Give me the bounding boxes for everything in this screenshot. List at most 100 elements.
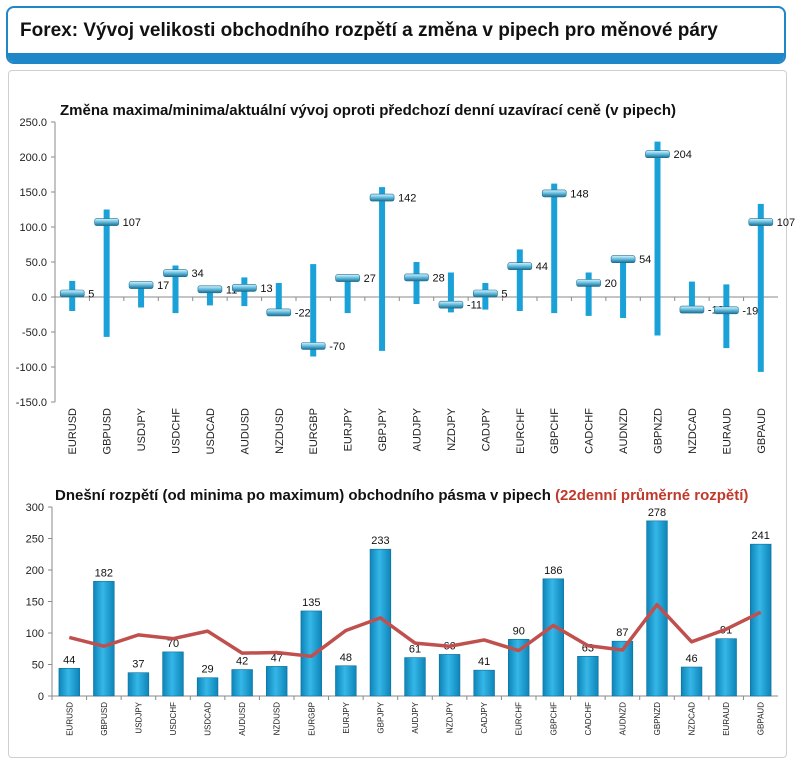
chart1-y-tick-label: -50.0 bbox=[22, 327, 47, 339]
header-accent-bar bbox=[8, 53, 784, 62]
chart1-y-tick-label: 150.0 bbox=[19, 187, 47, 199]
range-bar bbox=[473, 669, 495, 697]
range-bar bbox=[611, 640, 634, 697]
chart1-x-tick-label: USDCAD bbox=[205, 408, 217, 455]
current-marker bbox=[714, 306, 739, 315]
range-bar bbox=[750, 543, 772, 697]
chart1-y-tick-label: -150.0 bbox=[16, 397, 47, 409]
chart1-x-tick-label: NZDJPY bbox=[446, 407, 458, 450]
current-value-label: 13 bbox=[260, 283, 272, 295]
current-marker bbox=[197, 285, 223, 294]
range-bar bbox=[413, 262, 420, 304]
current-marker bbox=[679, 305, 705, 314]
chart2-x-tick-label: EURJPY bbox=[342, 701, 351, 733]
range-bar bbox=[646, 520, 668, 697]
bar-value-label: 48 bbox=[340, 652, 352, 664]
range-bar bbox=[196, 677, 219, 697]
current-value-label: 5 bbox=[88, 289, 94, 301]
current-marker bbox=[94, 218, 119, 226]
range-bar bbox=[275, 283, 282, 315]
current-value-label: 44 bbox=[536, 261, 548, 273]
current-value-label: 28 bbox=[433, 272, 445, 284]
chart2-x-tick-label: EURGBP bbox=[307, 702, 316, 736]
current-value-label: 54 bbox=[639, 254, 651, 266]
current-marker bbox=[507, 262, 533, 271]
chart1-x-tick-label: CADJPY bbox=[480, 407, 492, 451]
chart1-x-tick-label: AUDNZD bbox=[618, 408, 630, 454]
chart2-x-tick-label: GBPJPY bbox=[376, 701, 385, 733]
chart1-x-tick-label: GBPAUD bbox=[756, 408, 768, 454]
chart2-y-tick-label: 200 bbox=[26, 565, 44, 577]
range-bar bbox=[680, 666, 703, 697]
chart1-y-tick-label: 200.0 bbox=[19, 152, 47, 164]
range-bar bbox=[516, 249, 523, 311]
range-bar bbox=[335, 665, 357, 697]
range-bar bbox=[379, 187, 386, 351]
range-bar bbox=[620, 258, 627, 318]
current-marker bbox=[438, 300, 464, 309]
chart2-y-tick-label: 150 bbox=[26, 597, 44, 609]
range-bar bbox=[438, 654, 461, 697]
chart2-x-tick-label: EURAUD bbox=[722, 702, 731, 736]
chart2-x-tick-label: AUDNZD bbox=[618, 702, 627, 736]
bar-value-label: 29 bbox=[201, 664, 213, 676]
chart2-x-tick-label: NZDCAD bbox=[688, 702, 697, 736]
chart2-y-tick-label: 100 bbox=[26, 628, 44, 640]
range-bar bbox=[585, 272, 592, 316]
range-bar bbox=[172, 265, 179, 314]
current-value-label: 20 bbox=[605, 278, 617, 290]
chart1-x-tick-label: CADCHF bbox=[584, 408, 596, 454]
chart2-x-tick-label: AUDJPY bbox=[411, 701, 420, 733]
current-marker bbox=[59, 289, 85, 298]
chart2-x-tick-label: CADJPY bbox=[480, 701, 489, 733]
range-bar bbox=[241, 277, 248, 307]
bar-value-label: 241 bbox=[752, 530, 770, 542]
chart2-x-tick-label: CADCHF bbox=[584, 702, 593, 735]
chart1-y-tick-label: -100.0 bbox=[16, 362, 47, 374]
bar-value-label: 44 bbox=[63, 654, 75, 666]
chart2-title-highlight: (22denní průměrné rozpětí) bbox=[555, 487, 748, 504]
current-marker bbox=[163, 269, 188, 278]
current-value-label: 107 bbox=[123, 217, 141, 229]
chart2-x-tick-label: EURCHF bbox=[515, 702, 524, 735]
chart2-x-tick-label: GBPNZD bbox=[653, 702, 662, 736]
current-marker bbox=[404, 273, 429, 282]
range-bar bbox=[654, 141, 661, 336]
current-marker bbox=[645, 150, 670, 158]
chart2-title: Dnešní rozpětí (od minima po maximum) ob… bbox=[55, 487, 551, 504]
range-bar bbox=[103, 209, 110, 337]
current-value-label: 142 bbox=[398, 193, 416, 205]
chart1-y-tick-label: 50.0 bbox=[26, 257, 47, 269]
bar-value-label: 90 bbox=[513, 625, 525, 637]
current-value-label: -11 bbox=[467, 300, 482, 312]
bar-value-label: 37 bbox=[132, 659, 144, 671]
chart1-x-tick-label: AUDJPY bbox=[412, 407, 424, 451]
current-marker bbox=[576, 279, 601, 287]
chart1-x-tick-label: EURGBP bbox=[308, 408, 320, 454]
range-bar bbox=[577, 656, 599, 697]
chart2-x-tick-label: GBPCHF bbox=[549, 702, 558, 735]
range-bar bbox=[310, 264, 317, 357]
current-value-label: 107 bbox=[777, 217, 795, 229]
current-marker bbox=[266, 308, 292, 317]
chart2-x-tick-label: USDCAD bbox=[204, 702, 213, 736]
bar-value-label: 278 bbox=[648, 507, 666, 519]
current-marker bbox=[748, 218, 774, 226]
range-bar bbox=[551, 183, 558, 314]
chart1-title: Změna maxima/minima/aktuální vývoj oprot… bbox=[60, 102, 676, 119]
range-bar bbox=[715, 638, 737, 697]
page-title: Forex: Vývoj velikosti obchodního rozpět… bbox=[20, 20, 718, 41]
bar-value-label: 87 bbox=[616, 627, 628, 639]
current-marker bbox=[541, 189, 567, 198]
bar-value-label: 70 bbox=[167, 638, 179, 650]
range-bar bbox=[127, 672, 150, 697]
chart2-x-tick-label: USDJPY bbox=[134, 701, 143, 733]
chart1-x-tick-label: GBPCHF bbox=[549, 408, 561, 454]
current-marker bbox=[300, 342, 326, 350]
bar-value-label: 61 bbox=[409, 644, 421, 656]
range-bar bbox=[688, 281, 695, 311]
current-marker bbox=[610, 255, 636, 263]
current-marker bbox=[335, 274, 360, 282]
chart1-x-tick-label: GBPJPY bbox=[377, 407, 389, 451]
